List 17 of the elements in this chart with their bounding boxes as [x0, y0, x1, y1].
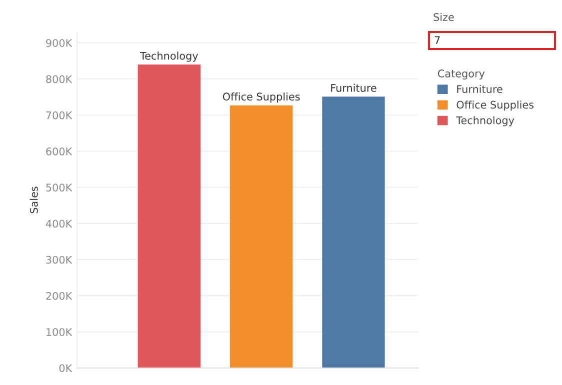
y-tick-label: 0K: [59, 364, 72, 372]
legend-label: Technology: [456, 116, 514, 126]
text: 7: [434, 36, 440, 44]
legend-label: Office Supplies: [456, 100, 534, 111]
y-tick-label: 700K: [46, 111, 72, 120]
legend-label: Furniture: [457, 84, 502, 94]
legend-title: Category: [438, 70, 485, 80]
y-tick-label: 900K: [46, 39, 72, 47]
y-tick-label: 400K: [46, 220, 72, 228]
y-tick-label: 300K: [46, 256, 72, 264]
text: Size: [434, 12, 454, 22]
y-tick-label: 200K: [46, 292, 72, 300]
y-tick-label: 800K: [46, 75, 72, 84]
y-tick-label: 600K: [46, 147, 72, 156]
y-tick-label: 500K: [46, 184, 72, 192]
y-tick-label: 100K: [46, 328, 72, 336]
y-axis-title: Sales: [30, 186, 38, 214]
